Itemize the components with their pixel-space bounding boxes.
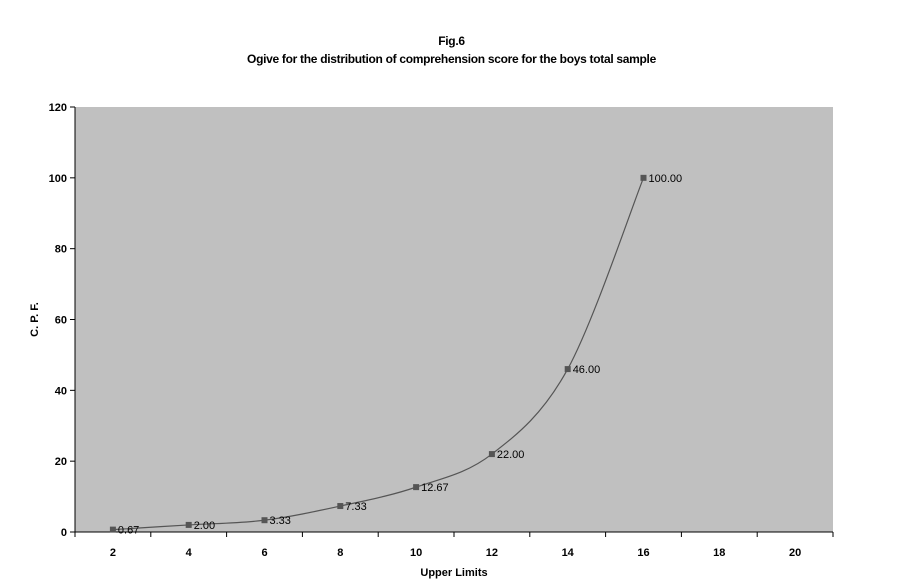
figure-label: Fig.6 [438, 34, 465, 48]
chart-title: Ogive for the distribution of comprehens… [247, 52, 656, 66]
data-label: 12.67 [421, 482, 449, 494]
data-point [640, 174, 647, 181]
data-point [413, 484, 420, 491]
data-label: 0.67 [118, 525, 139, 537]
y-tick-label: 80 [55, 244, 67, 256]
x-tick-label: 16 [637, 547, 649, 559]
data-point [488, 451, 495, 458]
x-tick-label: 6 [261, 547, 267, 559]
x-axis-ticks: 2 4 6 8 10 12 14 16 18 20 [74, 532, 834, 559]
y-tick-label: 120 [49, 102, 67, 114]
plot-area [75, 107, 833, 532]
x-tick-label: 10 [410, 547, 422, 559]
y-axis-title: C. P. F. [29, 302, 41, 337]
x-tick-label: 2 [110, 547, 116, 559]
y-tick-label: 100 [49, 173, 67, 185]
data-point [261, 517, 268, 524]
data-label: 3.33 [270, 515, 291, 527]
data-label: 22.00 [497, 449, 525, 461]
y-tick-label: 0 [61, 527, 67, 539]
y-tick-label: 20 [55, 456, 67, 468]
x-tick-label: 18 [713, 547, 725, 559]
x-tick-label: 4 [186, 547, 193, 559]
data-point [564, 366, 571, 373]
data-label: 100.00 [649, 173, 683, 185]
data-point [109, 526, 116, 533]
x-tick-label: 14 [562, 547, 575, 559]
x-tick-label: 12 [486, 547, 498, 559]
y-tick-label: 40 [55, 385, 67, 397]
x-tick-label: 20 [789, 547, 801, 559]
data-label: 7.33 [345, 501, 366, 513]
data-point [185, 521, 192, 528]
y-tick-label: 60 [55, 315, 67, 327]
data-point [337, 503, 344, 510]
x-tick-label: 8 [337, 547, 343, 559]
data-points [109, 174, 647, 533]
x-axis-title: Upper Limits [420, 567, 487, 579]
data-labels: 0.67 2.00 3.33 7.33 12.67 22.00 46.00 100.00 [118, 173, 682, 537]
y-axis-ticks: 0 20 40 60 80 100 120 [49, 102, 75, 539]
data-label: 2.00 [194, 520, 215, 532]
data-label: 46.00 [573, 364, 601, 376]
